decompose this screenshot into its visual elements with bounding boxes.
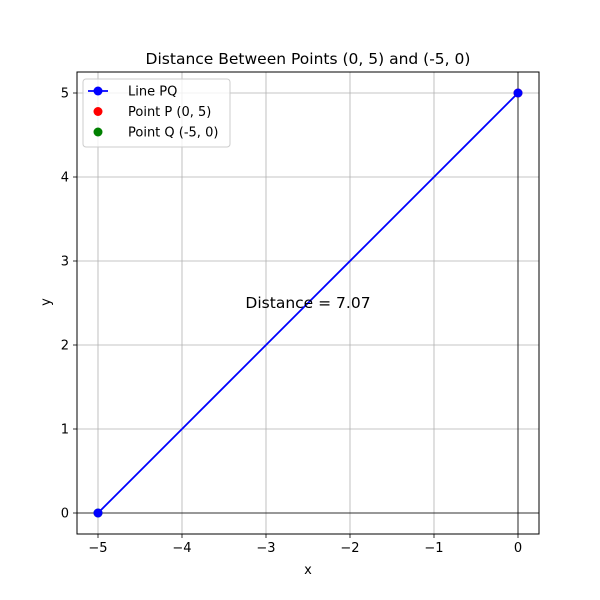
chart-title: Distance Between Points (0, 5) and (-5, … — [146, 50, 471, 68]
line-marker — [513, 88, 523, 98]
y-tick-label: 1 — [61, 423, 69, 438]
x-tick-label: −4 — [172, 541, 191, 556]
series-line — [97, 92, 519, 514]
x-tick-label: −3 — [256, 541, 275, 556]
y-tick-label: 3 — [61, 255, 69, 270]
plot-frame — [76, 71, 540, 535]
y-axis-label: y — [39, 298, 54, 306]
y-tick-label: 4 — [61, 171, 69, 186]
reference-lines — [77, 72, 539, 534]
y-tick-label: 2 — [61, 339, 69, 354]
x-tick-label: 0 — [514, 541, 522, 556]
legend-marker — [93, 107, 103, 116]
y-tick-label: 5 — [61, 87, 69, 102]
x-tick-label: −5 — [88, 541, 107, 556]
y-tick-label: 0 — [61, 507, 69, 522]
x-tick-label: −2 — [340, 541, 359, 556]
legend-marker — [93, 127, 103, 137]
legend-label: Point Q (-5, 0) — [128, 126, 218, 141]
legend-marker — [93, 86, 103, 96]
grid — [77, 72, 539, 534]
line-marker — [93, 508, 103, 518]
x-axis-label: x — [304, 563, 312, 578]
distance-annotation: Distance = 7.07 — [245, 294, 370, 312]
legend-label: Point P (0, 5) — [128, 105, 211, 120]
plot-area — [93, 88, 523, 518]
legend: Line PQ Point P (0, 5) Point Q (-5, 0) — [82, 78, 231, 148]
x-tick-label: −1 — [424, 541, 443, 556]
ticks: −5 −4 −3 −2 −1 0 0 1 2 3 4 5 — [61, 87, 522, 557]
legend-box — [82, 78, 231, 148]
legend-label: Line PQ — [128, 85, 177, 100]
